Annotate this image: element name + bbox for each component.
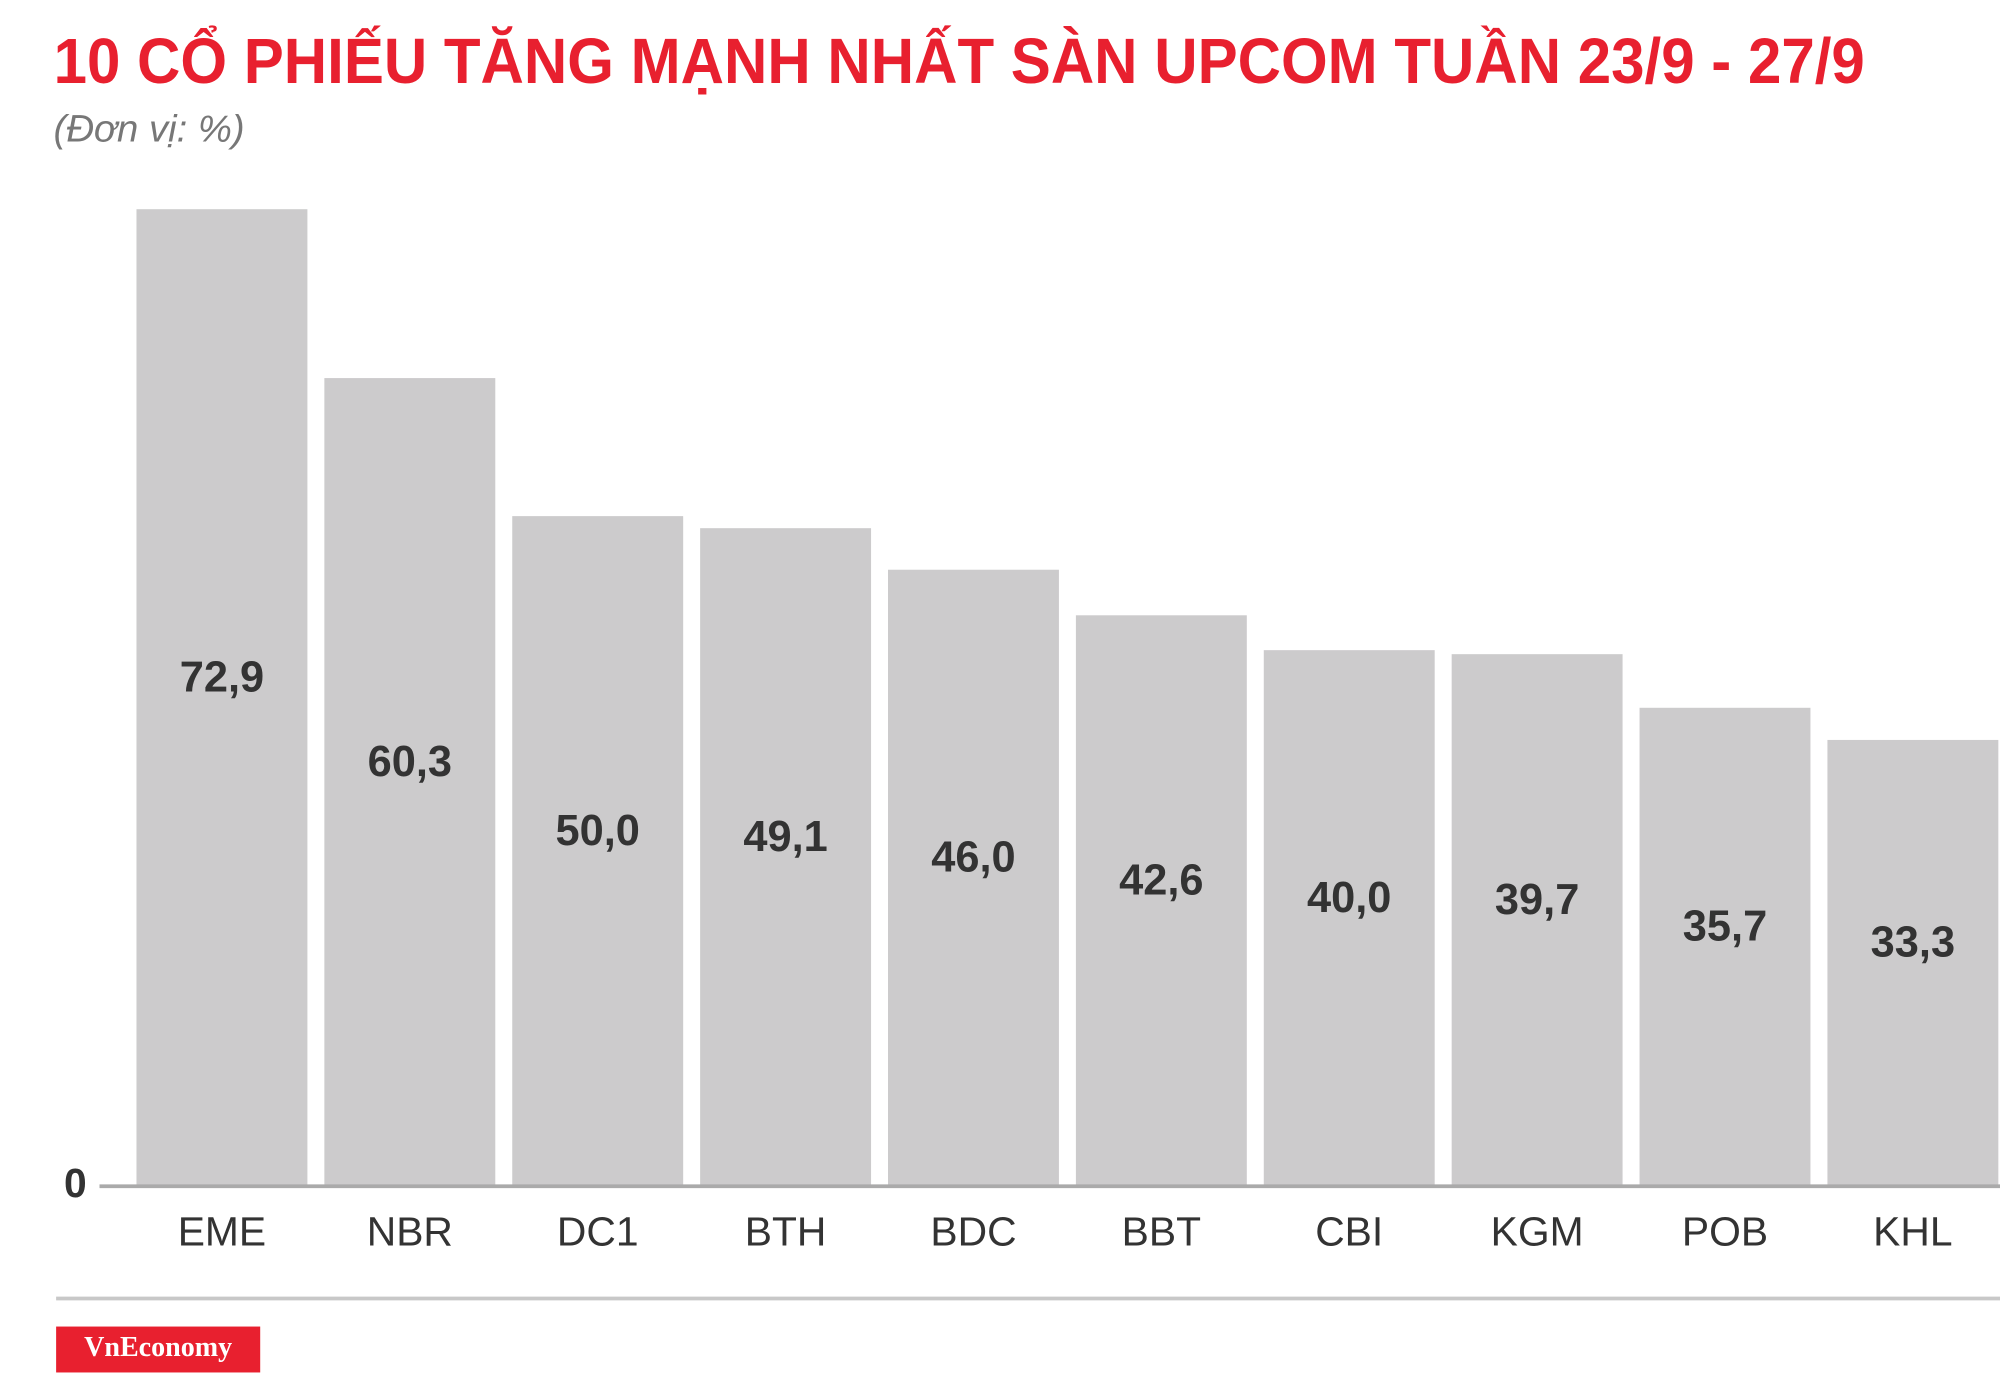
x-tick-label: KHL: [1873, 1208, 1952, 1254]
x-tick-label: NBR: [367, 1208, 453, 1254]
value-label: 49,1: [743, 813, 827, 861]
chart-title: 10 CỔ PHIẾU TĂNG MẠNH NHẤT SÀN UPCOM TUẦ…: [54, 25, 1865, 97]
value-label: 46,0: [931, 834, 1015, 882]
x-tick-label: POB: [1682, 1208, 1768, 1254]
x-tick-label: KGM: [1491, 1208, 1584, 1254]
x-tick-label: CBI: [1315, 1208, 1383, 1254]
value-label: 42,6: [1119, 856, 1203, 904]
bar: [324, 378, 496, 1187]
bar: [1827, 739, 1999, 1187]
x-tick-label: BDC: [930, 1208, 1016, 1254]
value-label: 60,3: [368, 738, 452, 786]
bar: [136, 209, 308, 1187]
brand: VnEconomy: [84, 1332, 232, 1363]
x-tick-label: DC1: [557, 1208, 639, 1254]
bar: [1639, 707, 1811, 1187]
bar: [700, 528, 872, 1187]
value-label: 40,0: [1307, 874, 1391, 922]
value-label: 72,9: [180, 653, 264, 701]
value-label: 35,7: [1683, 903, 1767, 951]
bar: [888, 569, 1059, 1187]
x-tick-label: BTH: [745, 1208, 827, 1254]
value-label: 39,7: [1495, 876, 1579, 924]
bar: [1075, 615, 1247, 1187]
bar: [1263, 650, 1435, 1187]
value-label: 50,0: [556, 807, 640, 855]
y-tick-label: 0: [64, 1160, 87, 1206]
bar: [512, 516, 684, 1187]
brand-box: [56, 1326, 261, 1373]
x-tick-label: BBT: [1122, 1208, 1201, 1254]
value-label: 33,3: [1871, 919, 1955, 967]
chart-subtitle: (Đơn vị: %): [54, 108, 245, 151]
x-tick-label: EME: [178, 1208, 266, 1254]
bar: [1451, 654, 1623, 1187]
